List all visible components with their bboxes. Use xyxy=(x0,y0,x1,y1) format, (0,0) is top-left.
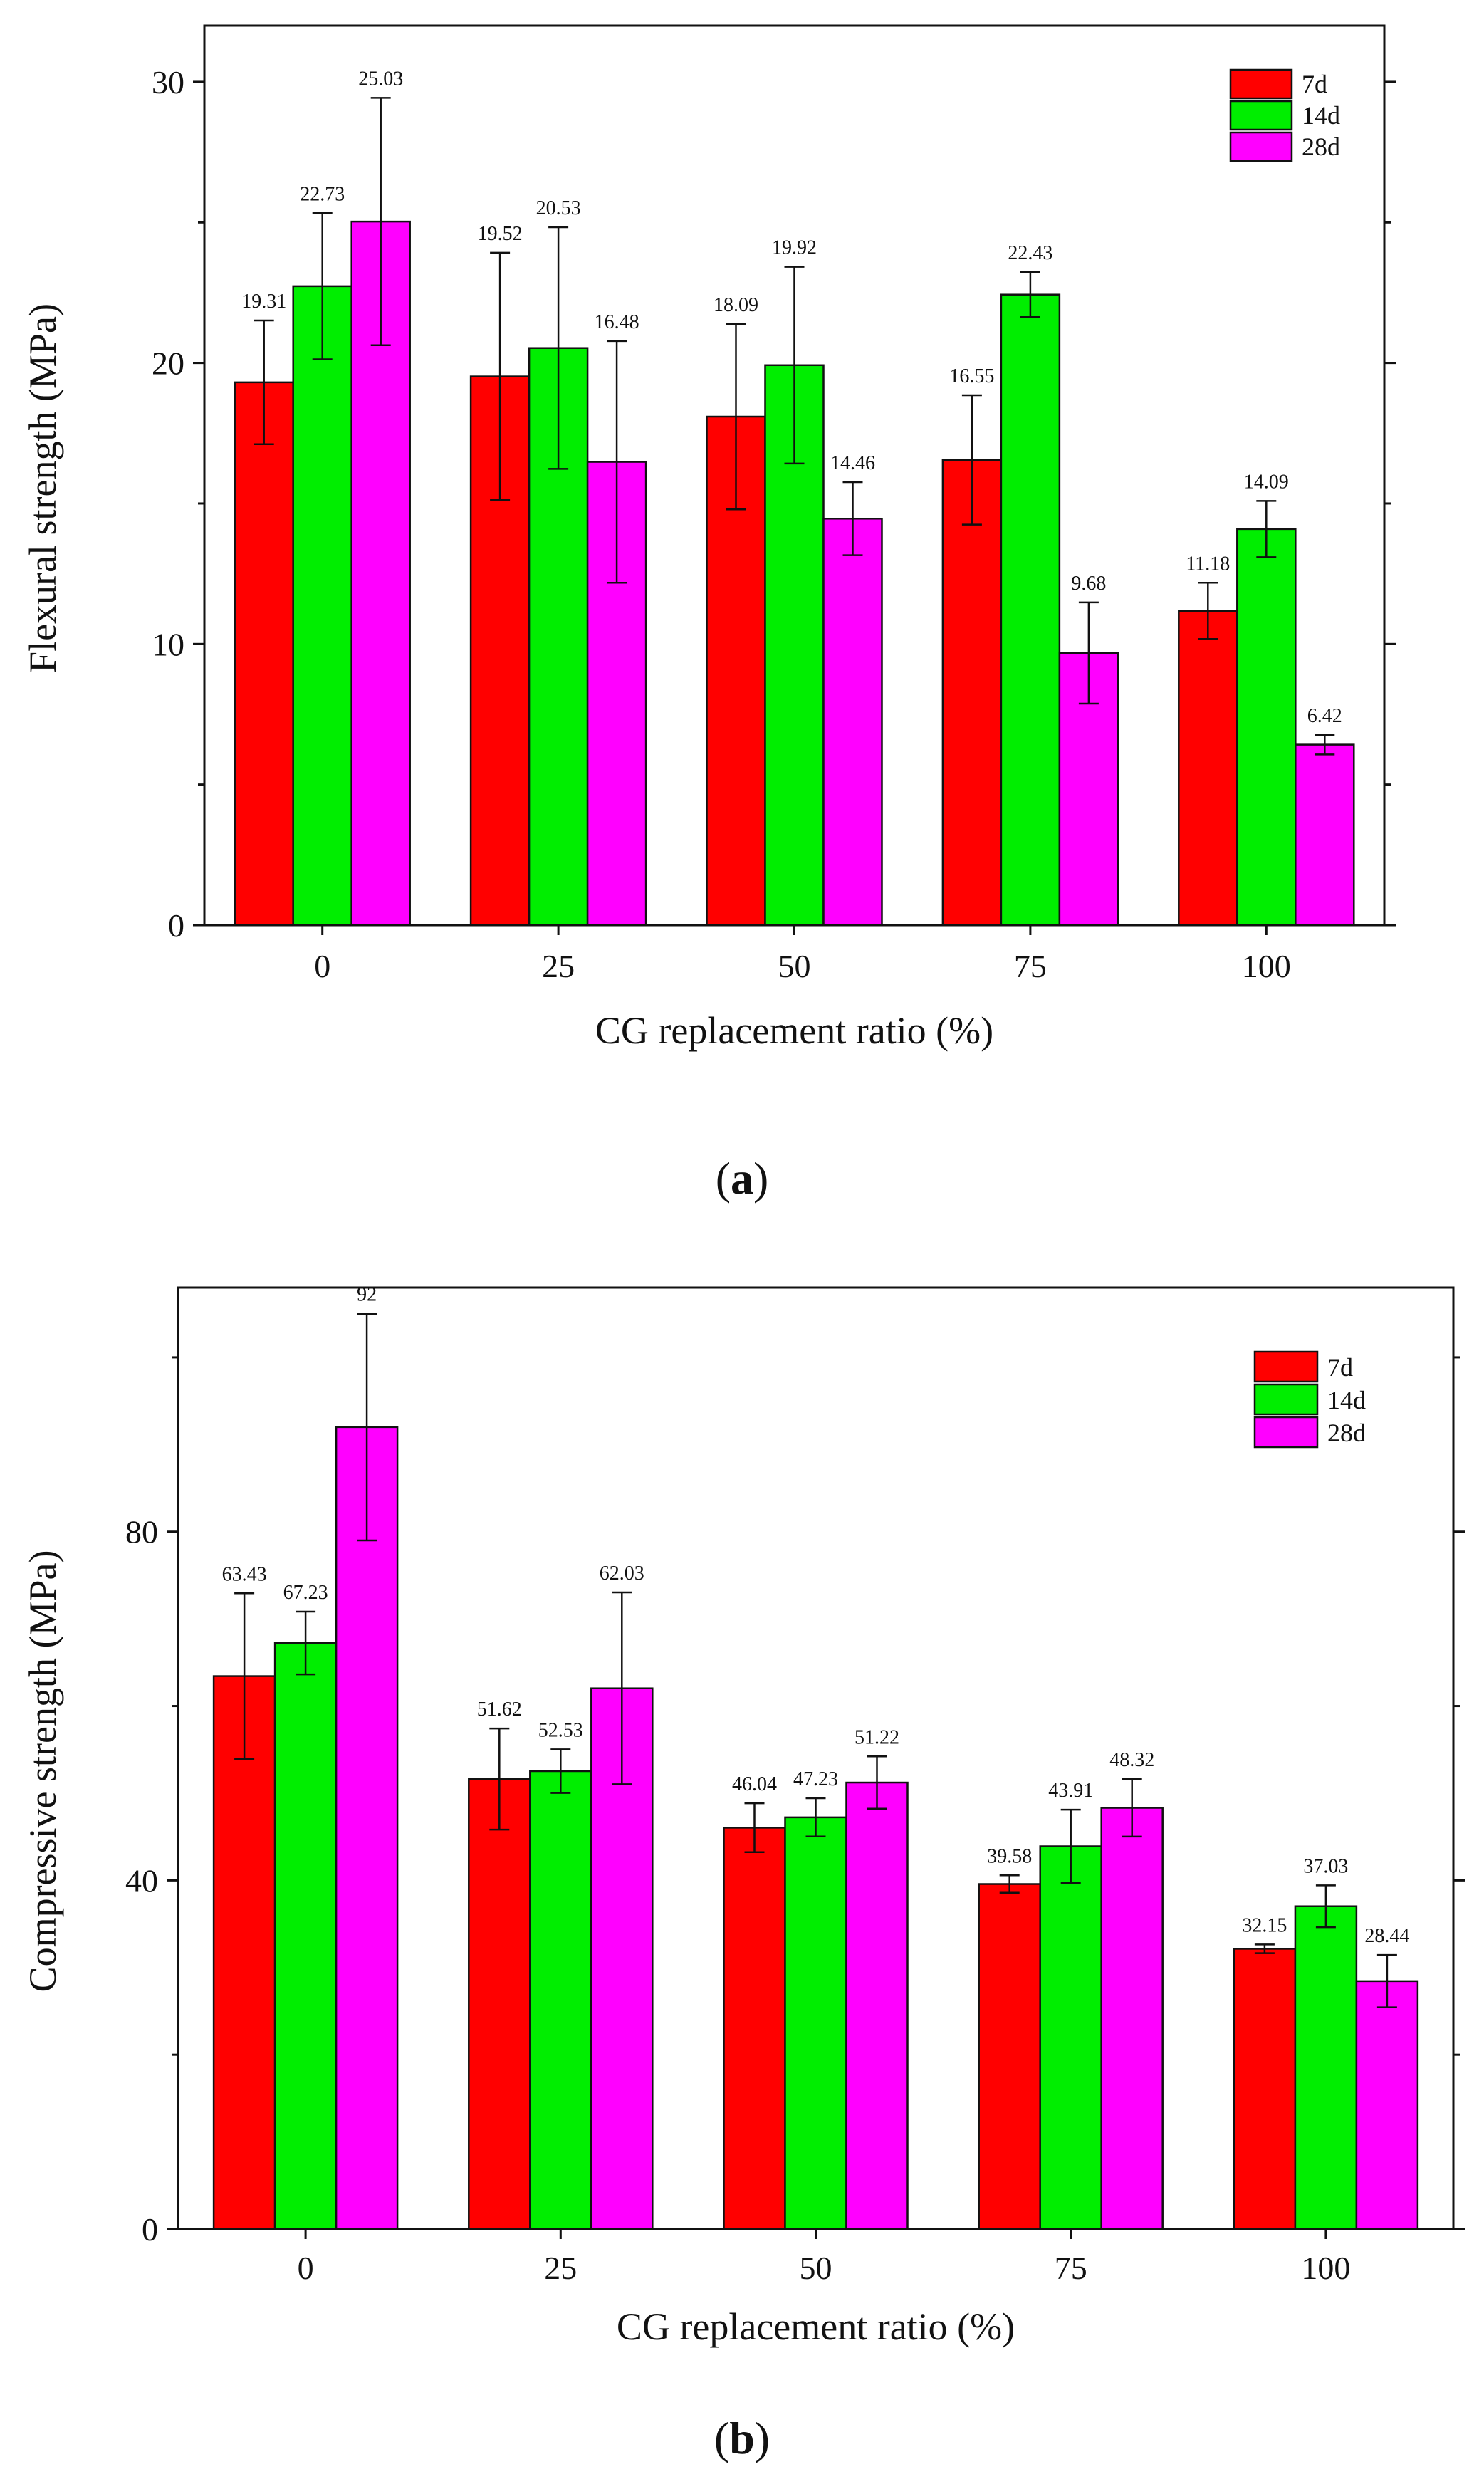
y-tick-label: 40 xyxy=(125,1862,158,1899)
legend-label: 28d xyxy=(1327,1419,1366,1447)
legend-swatch-14d xyxy=(1229,100,1293,131)
legend-swatch-14d xyxy=(1253,1383,1319,1416)
bar-14d xyxy=(273,1642,338,2230)
data-label: 39.58 xyxy=(987,1845,1032,1867)
panel-caption: (b) xyxy=(714,2413,770,2463)
legend-label: 14d xyxy=(1302,101,1340,130)
bar-14d xyxy=(1236,528,1297,927)
bar-14d xyxy=(1039,1845,1102,2230)
data-label: 43.91 xyxy=(1048,1780,1093,1802)
x-tick-label: 50 xyxy=(800,2250,832,2286)
x-tick-label: 100 xyxy=(1242,948,1291,984)
data-label: 48.32 xyxy=(1109,1749,1154,1771)
data-label: 52.53 xyxy=(538,1719,583,1741)
y-tick-label: 20 xyxy=(152,345,184,382)
data-label: 47.23 xyxy=(793,1768,838,1790)
x-axis-title: CG replacement ratio (%) xyxy=(595,1009,993,1052)
x-tick-label: 75 xyxy=(1055,2250,1087,2286)
bar-14d xyxy=(784,1816,847,2230)
bar-7d xyxy=(468,1778,531,2230)
chart-panel-a: 0 10 20 30 0 25 50 75 100 19.31 19.52 18.09 16.55 11.… xyxy=(21,24,1396,1204)
legend-label: 28d xyxy=(1302,132,1340,161)
legend-swatch-7d xyxy=(1253,1350,1319,1383)
data-label: 62.03 xyxy=(600,1562,644,1585)
y-tick-label: 80 xyxy=(125,1514,158,1550)
legend-swatch-28d xyxy=(1229,131,1293,162)
legend-label: 7d xyxy=(1327,1353,1353,1382)
x-tick-label: 50 xyxy=(778,948,811,984)
chart-panel-b: 0 40 80 0 25 50 75 100 63.43 51.62 46.04 39.58 32.15… xyxy=(21,1284,1465,2463)
data-label: 19.92 xyxy=(772,237,817,259)
bar-14d xyxy=(1294,1905,1358,2230)
bar-28d xyxy=(845,1781,909,2230)
data-label: 67.23 xyxy=(283,1582,328,1604)
bar-28d xyxy=(1295,743,1355,927)
panel-letter: b xyxy=(729,2413,755,2463)
x-tick-label: 0 xyxy=(298,2250,314,2286)
bar-28d xyxy=(335,1426,399,2230)
data-label: 16.48 xyxy=(595,311,639,333)
data-label: 14.09 xyxy=(1244,471,1289,493)
data-label: 6.42 xyxy=(1307,705,1342,727)
data-label: 22.43 xyxy=(1008,242,1052,264)
bar-7d xyxy=(941,459,1003,927)
legend-swatch-28d xyxy=(1253,1416,1319,1449)
y-tick-label: 0 xyxy=(142,2211,158,2248)
bar-7d xyxy=(212,1675,276,2230)
data-label: 19.31 xyxy=(241,291,286,313)
y-tick-label: 0 xyxy=(168,907,184,944)
data-label: 22.73 xyxy=(300,183,345,205)
panel-letter: a xyxy=(731,1153,753,1204)
bar-7d xyxy=(1233,1948,1297,2230)
bar-28d xyxy=(822,518,883,927)
x-tick-label: 100 xyxy=(1301,2250,1350,2286)
legend-label: 7d xyxy=(1302,70,1327,98)
y-tick-label: 30 xyxy=(152,64,184,100)
data-label: 16.55 xyxy=(949,365,994,387)
data-label: 19.52 xyxy=(478,223,523,245)
y-axis-title: Compressive strength (MPa) xyxy=(21,1550,64,1993)
data-label: 9.68 xyxy=(1071,573,1106,595)
bar-7d xyxy=(234,381,294,927)
bar-28d xyxy=(1100,1807,1164,2230)
bar-14d xyxy=(529,1770,592,2230)
x-axis-title: CG replacement ratio (%) xyxy=(617,2305,1015,2348)
data-label: 46.04 xyxy=(732,1773,777,1795)
data-label: 51.22 xyxy=(855,1726,899,1748)
data-label: 20.53 xyxy=(536,197,581,219)
data-label: 25.03 xyxy=(358,68,403,90)
data-label: 37.03 xyxy=(1303,1855,1348,1877)
legend-label: 14d xyxy=(1327,1386,1366,1414)
data-label: 51.62 xyxy=(477,1698,522,1721)
x-tick-label: 0 xyxy=(314,948,330,984)
x-tick-label: 25 xyxy=(542,948,575,984)
legend-swatch-7d xyxy=(1229,68,1293,100)
bar-7d xyxy=(723,1827,786,2230)
data-label: 28.44 xyxy=(1364,1925,1409,1947)
x-tick-label: 75 xyxy=(1014,948,1047,984)
data-label: 14.46 xyxy=(830,452,875,474)
data-label: 63.43 xyxy=(222,1563,267,1585)
bar-7d xyxy=(978,1883,1041,2230)
bar-28d xyxy=(1355,1980,1419,2230)
data-label: 32.15 xyxy=(1242,1914,1287,1936)
y-tick-label: 10 xyxy=(152,626,184,662)
bar-14d xyxy=(292,285,352,927)
panel-caption: (a) xyxy=(716,1153,769,1204)
x-tick-label: 25 xyxy=(544,2250,577,2286)
bar-14d xyxy=(1000,293,1061,927)
data-label: 92 xyxy=(357,1284,377,1306)
bar-7d xyxy=(1178,610,1238,927)
data-label: 18.09 xyxy=(714,294,758,316)
data-label: 11.18 xyxy=(1186,553,1230,575)
y-axis-title: Flexural strength (MPa) xyxy=(21,303,64,673)
